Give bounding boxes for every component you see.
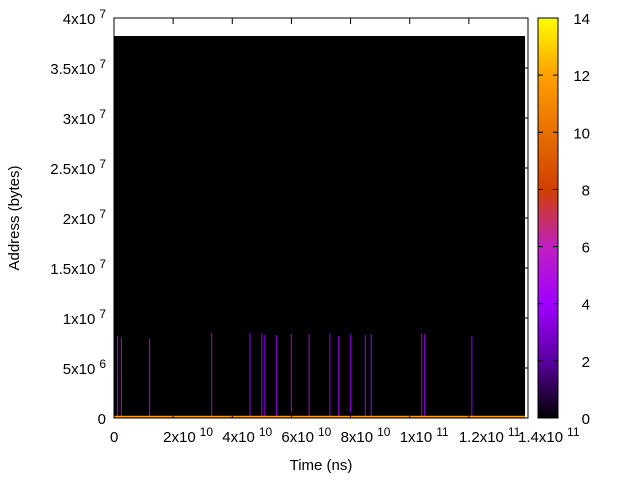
colorbar-tick-label: 0 (582, 411, 590, 428)
y-tick-label: 3.5x10 7 (50, 57, 106, 78)
x-tick-label: 2x10 10 (163, 425, 213, 446)
y-axis-title: Address (bytes) (6, 165, 23, 270)
colorbar-gradient (538, 18, 558, 418)
x-tick-label: 4x10 10 (222, 425, 272, 446)
x-tick-labels: 0 2x10 10 4x10 10 6x10 10 8x10 10 1x10 11 1.2x10 111… (110, 425, 580, 446)
x-tick-label: 8x10 10 (341, 425, 391, 446)
colorbar: 0 2 4 6 8 10 12 14 (537, 11, 590, 428)
colorbar-tick-label: 4 (582, 297, 590, 314)
colorbar-tick-label: 14 (573, 11, 590, 28)
y-tick-label: 0 (98, 411, 106, 428)
y-tick-label: 1.5x10 7 (50, 257, 106, 278)
y-tick-label: 3x10 7 (63, 107, 107, 128)
x-tick-label: 1.2x10 11 (459, 425, 521, 446)
colorbar-frame (537, 17, 559, 419)
heatmap-background (114, 36, 526, 418)
y-tick-labels: 0 5x10 6 1x10 7 1.5x10 7 2x10 7 2.5x10 7 3x10 7 3.5x1… (50, 7, 106, 428)
x-tick-label: 0 (110, 429, 118, 446)
axis-ticks (113, 17, 529, 419)
colorbar-tick-label: 6 (582, 240, 590, 257)
x-tick-label: 1.4x10 11 (518, 425, 580, 446)
x-tick-label: 1x10 11 (400, 425, 449, 446)
y-tick-label: 4x10 7 (63, 7, 107, 28)
colorbar-tick-label: 10 (573, 125, 590, 142)
x-axis-title: Time (ns) (290, 457, 353, 474)
colorbar-tick-label: 12 (573, 68, 590, 85)
y-tick-label: 1x10 7 (63, 307, 107, 328)
colorbar-tick-label: 2 (582, 354, 590, 371)
y-tick-label: 2x10 7 (63, 207, 107, 228)
y-tick-label: 2.5x10 7 (50, 157, 106, 178)
y-tick-label: 5x10 6 (63, 357, 107, 378)
x-tick-label: 6x10 10 (281, 425, 331, 446)
heatmap-area (114, 36, 526, 418)
colorbar-tick-label: 8 (582, 182, 590, 199)
baseline-band (114, 415, 526, 418)
